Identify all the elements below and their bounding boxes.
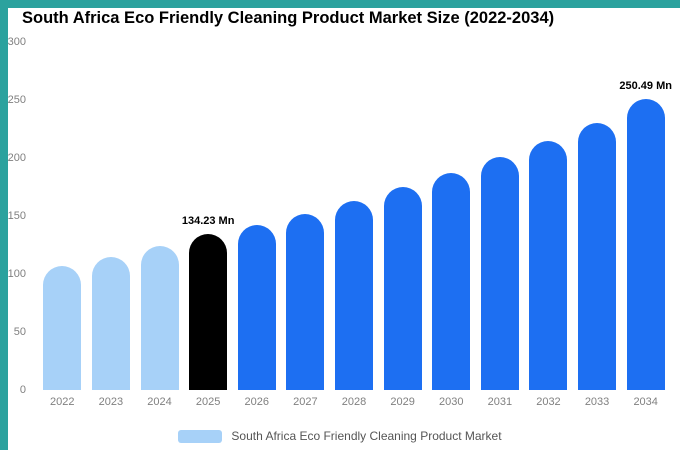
x-axis-label: 2033	[584, 396, 610, 408]
y-axis: 0 50 100 150 200 250 300	[0, 36, 32, 396]
x-axis-label: 2026	[244, 396, 269, 408]
y-axis-tick-label: 150	[7, 210, 26, 222]
x-axis-label: 2031	[487, 396, 513, 408]
x-axis-label: 2034	[633, 396, 658, 408]
x-axis-label: 2024	[147, 396, 172, 408]
y-axis-tick-label: 300	[7, 36, 26, 48]
x-axis-label: 2025	[195, 396, 221, 408]
x-axis-label: 2022	[50, 396, 75, 408]
x-axis-label: 2029	[390, 396, 415, 408]
bar-2032	[529, 140, 568, 390]
x-axis-label: 2032	[536, 396, 561, 408]
bar-2033	[578, 123, 617, 390]
legend-swatch	[178, 429, 223, 443]
chart-title: South Africa Eco Friendly Cleaning Produ…	[22, 9, 555, 27]
y-axis-tick-label: 250	[7, 94, 26, 106]
bar-2029	[383, 187, 422, 390]
y-axis-tick-label: 0	[19, 384, 26, 396]
bar-value-label: 134.23 Mn	[181, 215, 235, 228]
bar-2027	[286, 213, 325, 390]
bar-2034	[626, 99, 665, 390]
bar-2023	[91, 256, 130, 390]
y-axis-tick-label: 50	[13, 326, 26, 338]
x-axis-label: 2027	[293, 396, 318, 408]
legend-label: South Africa Eco Friendly Cleaning Produ…	[231, 429, 502, 443]
bar-2028	[335, 200, 373, 390]
x-axis: 2022 2023 2024 2025 2026 2027 2028 2029 2030 2031…	[38, 396, 670, 412]
x-axis-label: 2030	[438, 396, 464, 408]
bar-value-label: 250.49 Mn	[619, 80, 672, 93]
legend: South Africa Eco Friendly Cleaning Produ…	[0, 429, 680, 443]
top-border-stripe	[0, 0, 680, 8]
y-axis-tick-label: 200	[7, 152, 26, 164]
bar-2025	[189, 234, 228, 390]
y-axis-tick-label: 100	[7, 268, 26, 280]
bar-2030	[432, 173, 471, 390]
bar-2026	[237, 225, 276, 390]
x-axis-label: 2023	[98, 396, 124, 408]
x-axis-label: 2028	[341, 396, 367, 408]
left-border-stripe	[0, 0, 8, 450]
bar-2031	[480, 156, 519, 390]
plot-area: 134.23 Mn 250.49 Mn	[38, 42, 672, 390]
bar-2024	[140, 246, 179, 390]
bar-2022	[43, 265, 82, 390]
